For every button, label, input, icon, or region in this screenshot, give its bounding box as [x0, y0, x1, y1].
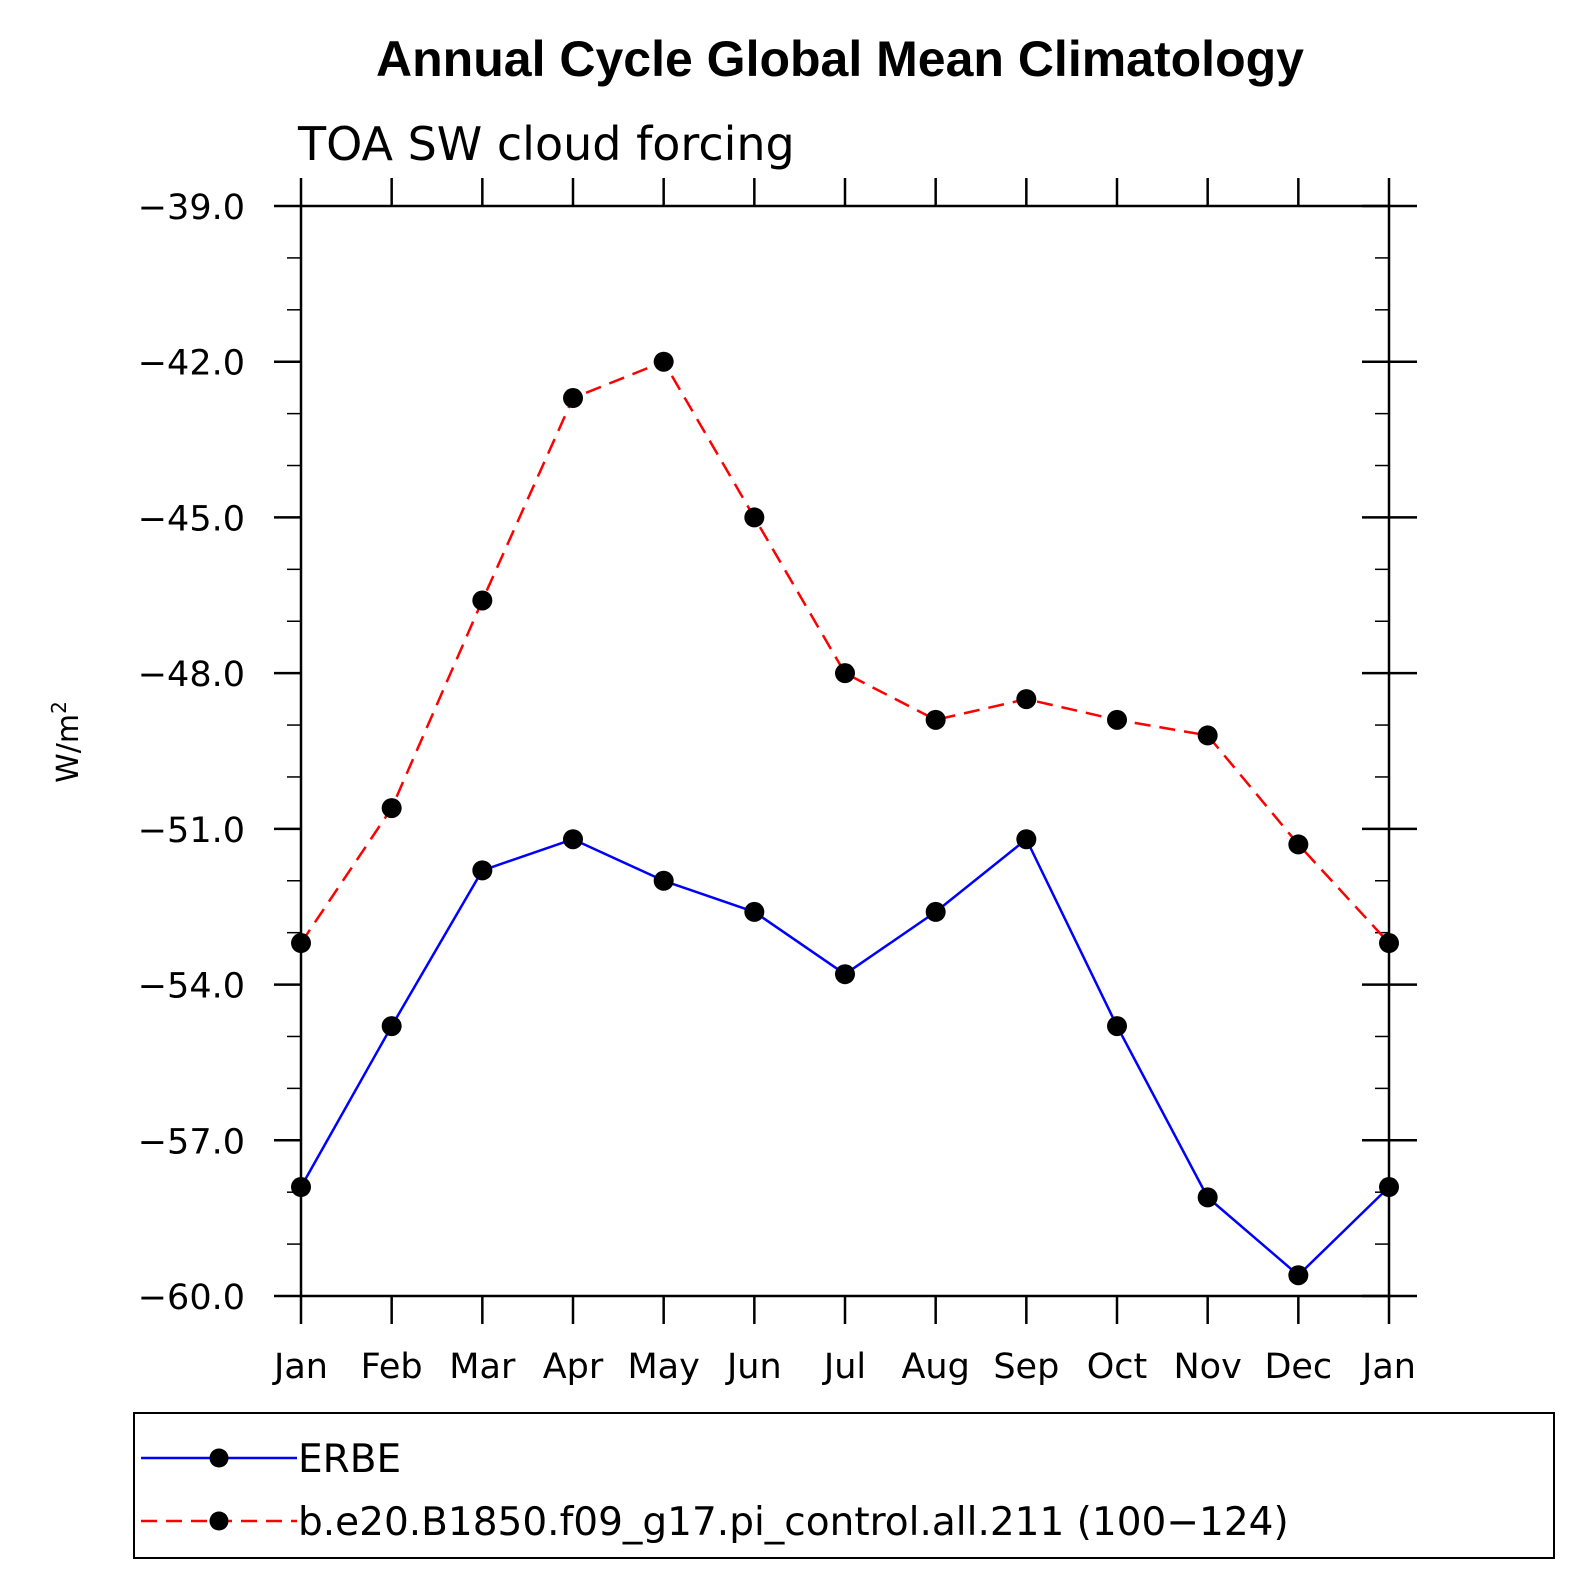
- data-point-series-0: [1197, 1187, 1218, 1208]
- y-axis-label-superscript: 2: [47, 701, 71, 714]
- x-tick-label: Aug: [901, 1347, 969, 1387]
- data-point-series-0: [472, 860, 493, 881]
- legend-label-model: b.e20.B1850.f09_g17.pi_control.all.211 (…: [298, 1500, 1289, 1545]
- data-point-series-1: [291, 933, 311, 954]
- plot-axes: [274, 178, 1417, 1324]
- x-tick-label: Dec: [1264, 1347, 1332, 1387]
- y-tick-label: −42.0: [138, 344, 245, 384]
- data-point-series-0: [1379, 1177, 1399, 1197]
- y-tick-label: −48.0: [138, 655, 245, 695]
- y-tick-label: −60.0: [138, 1278, 245, 1318]
- data-point-series-1: [744, 507, 765, 528]
- y-tick-labels: −39.0 −42.0 −45.0 −48.0 −51.0 −54.0 −57.0 −60.0: [138, 188, 245, 1318]
- data-point-series-1: [835, 663, 855, 684]
- data-point-series-0: [1288, 1265, 1309, 1286]
- data-point-series-0: [563, 829, 583, 850]
- data-point-series-1: [472, 590, 493, 611]
- y-tick-label: −54.0: [138, 967, 245, 1007]
- y-tick-label: −51.0: [138, 811, 245, 851]
- legend-box: [133, 1412, 1555, 1559]
- x-tick-label: Jun: [725, 1347, 782, 1387]
- data-point-series-0: [925, 901, 946, 922]
- x-tick-label: Sep: [993, 1347, 1059, 1387]
- x-tick-label: Jul: [822, 1347, 866, 1387]
- data-point-series-1: [1107, 709, 1127, 730]
- x-tick-labels: Jan Feb Mar Apr May Jun Jul Aug Sep Oct Nov Dec Jan: [272, 1347, 1416, 1387]
- x-tick-label: Nov: [1174, 1347, 1242, 1387]
- y-tick-label: −45.0: [138, 499, 245, 539]
- x-tick-label: Apr: [543, 1347, 604, 1387]
- y-axis-label-unit: W/m: [51, 714, 86, 783]
- chart-subtitle: TOA SW cloud forcing: [297, 117, 795, 171]
- legend: ERBE b.e20.B1850.f09_g17.pi_control.all.…: [133, 1412, 1555, 1559]
- series-lines: [299, 360, 1390, 1277]
- data-point-series-0: [835, 964, 855, 985]
- series-line-0: [299, 837, 1390, 1277]
- data-point-series-1: [1016, 689, 1037, 710]
- legend-label-erbe: ERBE: [298, 1437, 401, 1482]
- y-tick-label: −57.0: [138, 1122, 245, 1162]
- series-markers: [291, 351, 1399, 1286]
- x-tick-label: Oct: [1087, 1347, 1148, 1387]
- y-tick-label: −39.0: [138, 188, 245, 228]
- x-tick-label: Feb: [361, 1347, 423, 1387]
- data-point-series-1: [563, 388, 583, 409]
- x-tick-label: Jan: [272, 1347, 328, 1387]
- legend-marker-model: [209, 1511, 229, 1531]
- series-line-1: [299, 360, 1390, 944]
- data-point-series-0: [1107, 1016, 1127, 1037]
- data-point-series-1: [1288, 834, 1309, 855]
- plot-frame: [299, 204, 1391, 1298]
- data-point-series-0: [1016, 829, 1037, 850]
- data-point-series-1: [1197, 725, 1218, 746]
- data-point-series-0: [291, 1177, 311, 1197]
- data-point-series-1: [653, 351, 674, 372]
- legend-marker-erbe: [209, 1448, 229, 1468]
- data-point-series-1: [381, 798, 402, 819]
- x-tick-label: Jan: [1360, 1347, 1416, 1387]
- x-tick-label: Mar: [449, 1347, 516, 1387]
- y-axis-label: W/m2: [47, 701, 86, 783]
- x-tick-label: May: [627, 1347, 699, 1387]
- data-point-series-0: [381, 1016, 402, 1037]
- data-point-series-1: [1379, 933, 1399, 954]
- chart-title: Annual Cycle Global Mean Climatology: [376, 31, 1304, 87]
- data-point-series-0: [653, 870, 674, 891]
- data-point-series-0: [744, 901, 765, 922]
- data-point-series-1: [925, 709, 946, 730]
